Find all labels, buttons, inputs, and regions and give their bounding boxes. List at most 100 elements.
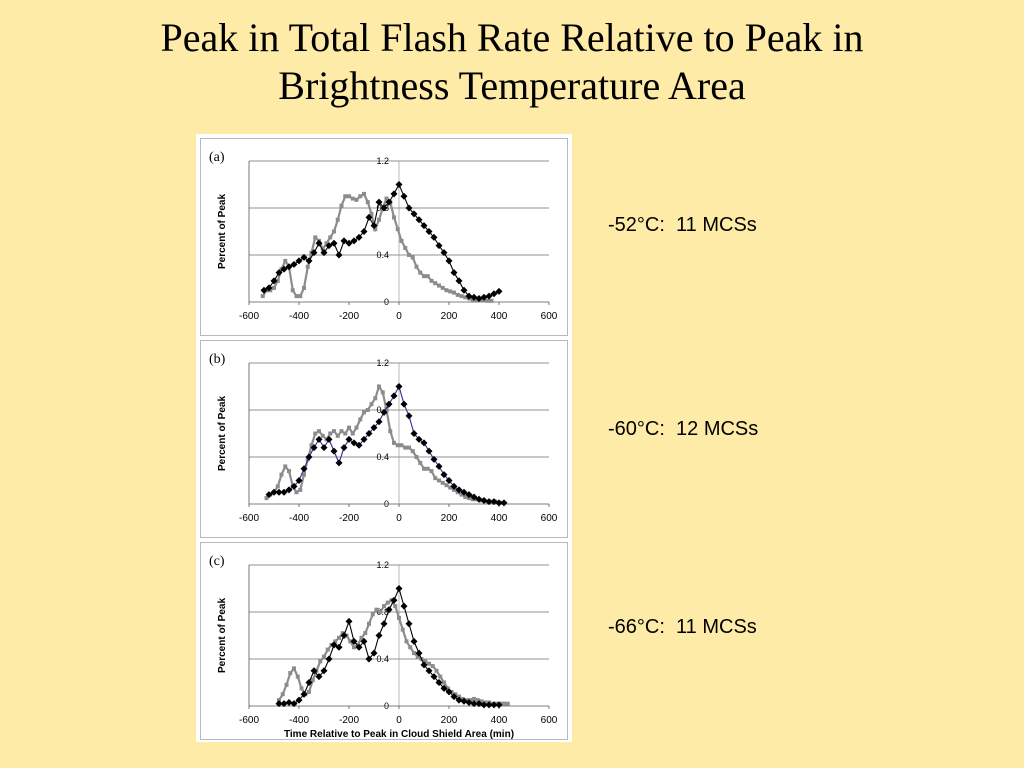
x-tick-label: 200 xyxy=(441,311,458,322)
data-point xyxy=(310,678,315,683)
data-point xyxy=(450,269,458,277)
data-point xyxy=(275,488,283,496)
data-point xyxy=(450,693,458,701)
caption-52c: -52°C: 11 MCSs xyxy=(608,214,757,236)
data-point xyxy=(284,682,289,687)
x-tick-label: 0 xyxy=(396,715,402,726)
data-point xyxy=(340,444,348,452)
data-point xyxy=(290,482,298,490)
data-point xyxy=(370,424,378,432)
chart-panel-a: 00.40.81.2-600-400-2000200400600(a)Perce… xyxy=(200,138,568,336)
data-point xyxy=(399,443,404,448)
data-point xyxy=(445,686,450,691)
data-point xyxy=(475,698,480,703)
data-point xyxy=(268,288,273,293)
data-point xyxy=(393,604,398,609)
data-point xyxy=(392,215,396,220)
data-point xyxy=(324,241,329,246)
chart-panel-c: 0 0.4 0.8 1.2 -600 -400 -200 0 200 400 600 (c) Perce… xyxy=(200,542,568,740)
data-point xyxy=(450,482,458,490)
data-point xyxy=(365,213,373,221)
data-point xyxy=(404,639,409,644)
data-point xyxy=(397,615,401,620)
data-point xyxy=(495,499,503,507)
data-point xyxy=(459,492,464,497)
caption-66c: -66°C: 11 MCSs xyxy=(608,616,757,638)
y-axis-label: Percent of Peak xyxy=(217,396,228,471)
data-point xyxy=(463,494,468,499)
data-point xyxy=(330,239,338,247)
x-tick-label: 400 xyxy=(491,311,508,322)
data-point xyxy=(438,674,443,679)
data-point xyxy=(300,690,308,698)
data-point xyxy=(325,242,333,250)
data-point xyxy=(350,237,358,245)
data-point xyxy=(490,498,498,506)
data-point xyxy=(290,700,298,708)
data-point xyxy=(300,253,308,261)
data-point xyxy=(332,429,336,434)
x-tick-label: 200 xyxy=(441,513,458,524)
data-point xyxy=(345,617,353,625)
data-point xyxy=(483,700,488,705)
data-point xyxy=(480,293,488,301)
x-axis-label: Time Relative to Peak in Cloud Shield Ar… xyxy=(284,729,514,740)
slide-title-line-1: Peak in Total Flash Rate Relative to Pea… xyxy=(160,15,864,60)
data-point xyxy=(302,472,306,477)
data-point xyxy=(385,600,390,605)
data-point xyxy=(370,222,378,230)
data-point xyxy=(369,211,374,216)
data-point xyxy=(325,655,333,663)
data-point xyxy=(365,408,370,412)
data-point xyxy=(490,701,498,709)
data-point xyxy=(474,297,479,302)
data-point xyxy=(280,265,288,273)
data-point xyxy=(384,408,389,412)
data-point xyxy=(294,294,299,299)
data-point xyxy=(343,194,348,199)
data-point xyxy=(365,200,370,205)
data-point xyxy=(480,496,488,504)
data-point xyxy=(452,290,456,295)
x-tick-label: -200 xyxy=(339,513,359,524)
data-point xyxy=(375,632,383,639)
data-point xyxy=(285,486,293,494)
data-point xyxy=(405,412,413,420)
data-point xyxy=(415,435,423,443)
y-tick-label: 1.2 xyxy=(376,156,389,166)
x-tick-label: -600 xyxy=(239,513,259,524)
data-point xyxy=(348,639,353,644)
slide-title-line-2: Brightness Temperature Area xyxy=(278,63,746,108)
data-point xyxy=(452,487,456,492)
data-point xyxy=(425,228,433,235)
data-point xyxy=(300,465,308,473)
data-point xyxy=(422,466,426,471)
series-line-black xyxy=(279,586,499,706)
x-tick-label: 600 xyxy=(541,715,558,726)
data-point xyxy=(453,692,458,697)
data-point xyxy=(494,701,499,706)
data-point xyxy=(457,694,461,699)
data-point xyxy=(335,643,343,651)
data-point xyxy=(395,443,400,448)
data-point xyxy=(325,647,330,652)
data-point xyxy=(465,698,473,706)
data-point xyxy=(414,264,419,269)
data-point xyxy=(400,192,408,200)
data-point xyxy=(373,396,378,401)
data-point xyxy=(440,249,448,257)
data-point xyxy=(485,498,493,506)
data-point xyxy=(320,667,328,675)
data-point xyxy=(430,233,438,241)
series-line-gray xyxy=(265,383,503,504)
data-point xyxy=(377,384,381,389)
data-point xyxy=(433,281,438,286)
data-point xyxy=(485,298,490,303)
data-point xyxy=(455,486,463,494)
data-point xyxy=(380,408,388,416)
data-point xyxy=(355,441,363,449)
data-point xyxy=(305,679,313,686)
data-point xyxy=(328,235,333,240)
data-point xyxy=(374,607,379,612)
data-point xyxy=(410,637,418,645)
